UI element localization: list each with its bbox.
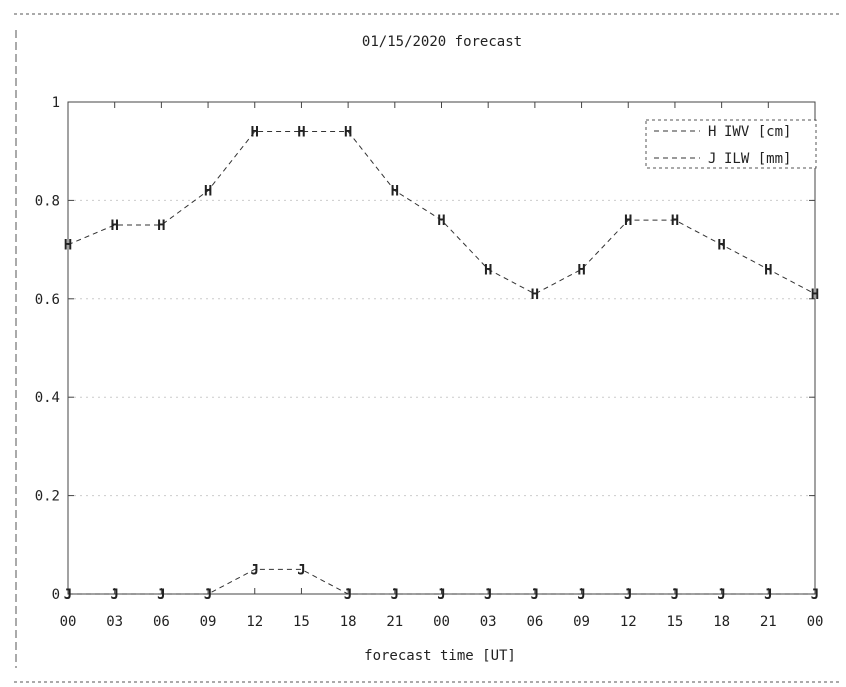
data-point-j: J [297,562,305,578]
data-point-j: J [64,587,72,603]
legend-box [645,119,817,169]
data-point-j: J [437,587,445,603]
y-tick-label: 0.2 [35,489,60,505]
data-point-j: J [811,587,819,603]
x-tick-label: 15 [667,614,684,630]
data-point-j: J [484,587,492,603]
x-tick-label: 12 [620,614,637,630]
data-point-h: H [811,287,819,303]
x-tick-label: 21 [386,614,403,630]
x-tick-label: 00 [433,614,450,630]
data-point-h: H [110,218,118,234]
data-point-h: H [717,238,725,254]
data-point-j: J [391,587,399,603]
y-tick-label: 0 [52,587,60,603]
plot-area [67,101,816,595]
x-tick-label: 03 [106,614,123,630]
x-tick-label: 09 [573,614,590,630]
x-tick-label: 03 [480,614,497,630]
data-point-j: J [204,587,212,603]
data-point-j: J [110,587,118,603]
data-point-j: J [577,587,585,603]
data-point-j: J [764,587,772,603]
x-axis: 00 03 06 09 12 15 18 21 00 03 06 09 12 15 18 21 00 [60,102,824,630]
data-point-j: J [157,587,165,603]
chart-title: 01/15/2020 forecast [362,34,522,50]
x-tick-label: 06 [526,614,543,630]
data-point-h: H [64,238,72,254]
data-point-j: J [251,562,259,578]
x-tick-label: 15 [293,614,310,630]
data-point-h: H [437,213,445,229]
data-point-h: H [344,125,352,141]
data-point-j: J [531,587,539,603]
legend: H IWV [cm] J ILW [mm] [645,119,817,169]
data-point-h: H [391,184,399,200]
series-line-j [68,568,815,595]
x-tick-label: 00 [807,614,824,630]
y-tick-label: 1 [52,95,60,111]
y-tick-label: 0.4 [35,390,60,406]
legend-marker-ilw: J [708,151,716,167]
x-tick-label: 09 [200,614,217,630]
x-tick-label: 00 [60,614,77,630]
data-point-j: J [671,587,679,603]
data-point-h: H [577,262,585,278]
x-tick-label: 12 [246,614,263,630]
data-point-h: H [297,125,305,141]
x-tick-label: 06 [153,614,170,630]
data-point-h: H [204,184,212,200]
x-axis-label: forecast time [UT] [364,648,516,664]
y-axis: 0 0.2 0.4 0.6 0.8 1 [35,95,815,603]
data-point-h: H [764,262,772,278]
data-point-h: H [484,262,492,278]
data-point-h: H [531,287,539,303]
data-point-h: H [671,213,679,229]
x-tick-label: 18 [713,614,730,630]
data-point-h: H [624,213,632,229]
legend-marker-iwv: H [708,124,716,140]
data-point-j: J [717,587,725,603]
legend-label-ilw: ILW [mm] [724,151,791,167]
legend-label-iwv: IWV [cm] [724,124,791,140]
x-tick-label: 21 [760,614,777,630]
data-point-h: H [157,218,165,234]
x-tick-label: 18 [340,614,357,630]
data-point-h: H [251,125,259,141]
data-point-j: J [624,587,632,603]
y-tick-label: 0.6 [35,292,60,308]
gridlines [68,199,815,497]
series-line-h [67,131,816,295]
data-point-j: J [344,587,352,603]
y-tick-label: 0.8 [35,193,60,209]
